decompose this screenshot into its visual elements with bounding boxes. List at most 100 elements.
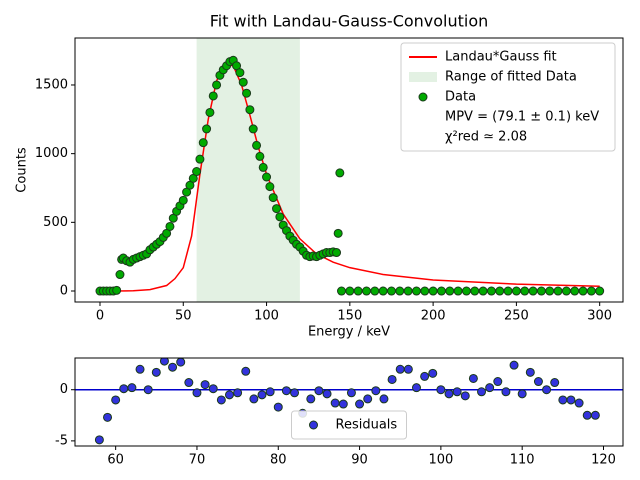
data-point (338, 399, 348, 409)
data-point (353, 286, 363, 296)
data-point (428, 286, 438, 296)
data-point (335, 168, 345, 178)
data-point (395, 364, 405, 374)
legend-label: Range of fitted Data (445, 70, 577, 85)
data-point (578, 286, 588, 296)
x-tick-label: 0 (96, 309, 104, 324)
data-point (346, 388, 356, 398)
data-point (212, 80, 222, 90)
data-point (103, 412, 113, 422)
data-point (238, 77, 248, 87)
data-point (460, 391, 470, 401)
data-point (363, 394, 373, 404)
data-point (314, 386, 324, 396)
chart-title: Fit with Landau-Gauss-Convolution (210, 12, 489, 31)
data-point (590, 410, 600, 420)
data-point (528, 286, 538, 296)
data-point (420, 371, 430, 381)
data-point (176, 358, 186, 367)
data-point (345, 286, 355, 296)
data-point (192, 167, 202, 177)
data-point (470, 286, 480, 296)
data-point (165, 221, 175, 231)
data-point (159, 358, 169, 366)
data-point (536, 286, 546, 296)
y-tick-label: 0 (60, 284, 68, 299)
data-point (520, 286, 530, 296)
data-point (333, 228, 343, 238)
data-point (533, 377, 543, 387)
legend-label: MPV = (79.1 ± 0.1) keV (445, 110, 599, 125)
data-point (461, 286, 471, 296)
data-point (272, 204, 282, 214)
data-point (452, 387, 462, 397)
x-tick-label: 250 (504, 309, 529, 324)
data-point (553, 286, 563, 296)
x-tick-label: 150 (337, 309, 362, 324)
data-point (485, 383, 495, 393)
data-point (542, 385, 552, 395)
data-point (258, 162, 268, 172)
data-point (249, 394, 259, 404)
data-point (361, 286, 371, 296)
data-point (275, 212, 285, 222)
data-point (395, 286, 405, 296)
data-point (477, 387, 487, 397)
data-point (595, 286, 605, 296)
data-point (370, 286, 380, 296)
data-point (200, 380, 210, 390)
data-point (208, 384, 218, 394)
x-tick-label: 60 (107, 453, 124, 468)
x-tick-label: 50 (175, 309, 192, 324)
data-point (445, 286, 455, 296)
data-point (143, 385, 153, 395)
legend-label: χ²red ≃ 2.08 (445, 130, 527, 145)
data-point (255, 151, 265, 161)
data-point (252, 140, 262, 150)
data-point (574, 398, 584, 408)
data-point (94, 435, 104, 445)
data-point (281, 386, 291, 396)
x-tick-label: 100 (254, 309, 279, 324)
legend-label: Residuals (336, 418, 398, 433)
data-point (511, 286, 521, 296)
data-point (355, 399, 365, 409)
data-point (151, 367, 161, 377)
data-point (332, 248, 342, 258)
data-point (486, 286, 496, 296)
data-point (453, 286, 463, 296)
data-point (273, 402, 283, 412)
legend-marker (309, 420, 318, 430)
data-point (444, 389, 454, 399)
data-point (566, 395, 576, 405)
y-tick-label: 1000 (35, 146, 68, 161)
data-point (224, 390, 234, 400)
data-point (586, 286, 596, 296)
data-point (265, 387, 275, 397)
data-point (403, 286, 413, 296)
legend-box (291, 410, 407, 440)
x-tick-label: 90 (351, 453, 368, 468)
data-point (208, 91, 218, 101)
plot-area (75, 358, 623, 445)
data-point (517, 389, 527, 399)
axes-frame (74, 37, 624, 303)
x-tick-label: 80 (270, 453, 287, 468)
axes-frame (74, 357, 624, 447)
data-point (403, 364, 413, 374)
y-tick-label: 1500 (35, 77, 68, 92)
data-point (561, 286, 571, 296)
data-point (216, 395, 226, 405)
data-point (198, 138, 208, 148)
data-point (501, 387, 511, 397)
data-point (570, 286, 580, 296)
data-point (503, 286, 513, 296)
data-point (112, 285, 122, 295)
plot-area (95, 38, 605, 302)
data-point (495, 286, 505, 296)
data-point (135, 364, 145, 374)
data-point (235, 68, 245, 78)
data-point (386, 286, 396, 296)
fit-range-span (196, 38, 300, 302)
